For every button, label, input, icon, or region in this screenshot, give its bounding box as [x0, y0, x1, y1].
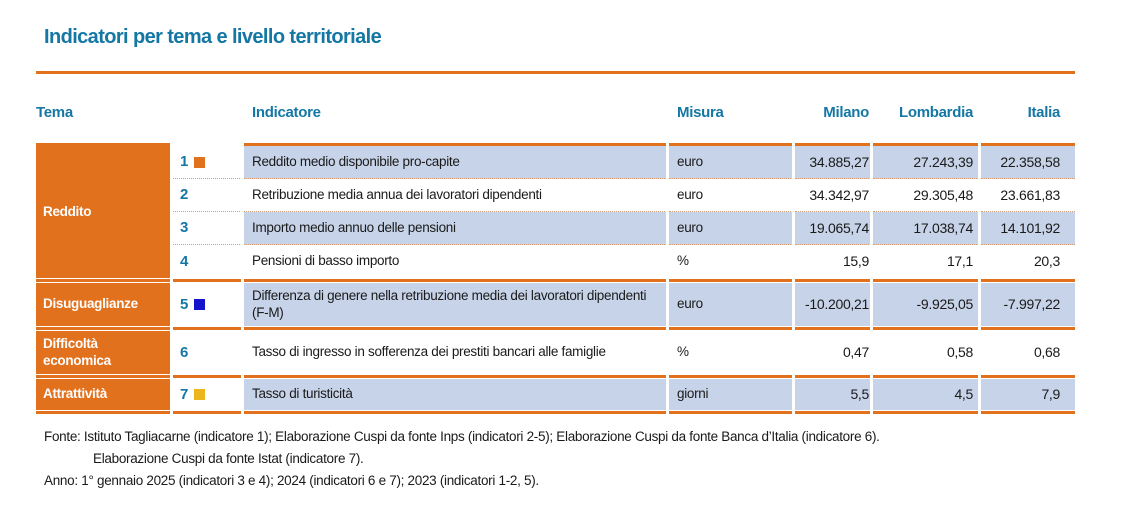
group-separator-line	[36, 374, 1075, 379]
measure-cell: euro	[669, 283, 795, 326]
column-header-italia: Italia	[1027, 103, 1061, 121]
indicator-name-cell: Reddito medio disponibile pro-capite	[244, 146, 669, 179]
value-milano: -10.200,21	[795, 283, 873, 326]
indicator-marker	[194, 299, 206, 310]
theme-group: Reddito 1 Reddito medio disponibile pro-ca…	[36, 146, 1075, 278]
indicator-number: 1	[173, 146, 244, 179]
theme-cell: Disuguaglianze	[36, 283, 173, 326]
indicators-table: Reddito 1 Reddito medio disponibile pro-ca…	[36, 143, 1075, 414]
value-lombardia: -9.925,05	[873, 283, 981, 326]
value-italia: 0,68	[981, 331, 1075, 374]
indicator-name-cell: Tasso di turisticità	[244, 379, 669, 410]
measure-cell: euro	[669, 179, 795, 212]
indicator-number: 6	[173, 331, 244, 374]
indicator-number: 2	[173, 179, 244, 212]
table-bottom-border	[36, 410, 1075, 414]
value-italia: 22.358,58	[981, 146, 1075, 179]
table-top-border-segment	[36, 143, 170, 146]
measure-cell: euro	[669, 212, 795, 245]
value-italia: 20,3	[981, 245, 1075, 278]
value-milano: 0,47	[795, 331, 873, 374]
column-gutter	[170, 143, 173, 414]
value-italia: 7,9	[981, 379, 1075, 410]
indicator-name-cell: Differenza di genere nella retribuzione …	[244, 283, 669, 326]
column-gutter	[241, 143, 244, 414]
value-milano: 15,9	[795, 245, 873, 278]
theme-cell: Difficoltà economica	[36, 331, 173, 374]
column-gutter	[666, 143, 669, 414]
measure-cell: %	[669, 245, 795, 278]
group-separator-line	[36, 326, 1075, 331]
indicator-number: 4	[173, 245, 244, 278]
theme-group: Disuguaglianze 5 Differenza di genere nell…	[36, 283, 1075, 326]
value-lombardia: 0,58	[873, 331, 981, 374]
indicator-name-cell: Tasso di ingresso in sofferenza dei pres…	[244, 331, 669, 374]
column-header-milano: Milano	[823, 103, 869, 121]
measure-cell: %	[669, 331, 795, 374]
theme-cell: Reddito	[36, 146, 173, 278]
table-top-border	[36, 143, 1075, 146]
value-lombardia: 17.038,74	[873, 212, 981, 245]
value-italia: -7.997,22	[981, 283, 1075, 326]
indicator-marker	[194, 156, 206, 168]
value-milano: 19.065,74	[795, 212, 873, 245]
value-italia: 14.101,92	[981, 212, 1075, 245]
theme-cell: Attrattività	[36, 379, 173, 410]
page-title: Indicatori per tema e livello territoria…	[44, 26, 382, 48]
group-separator-line	[36, 278, 1075, 283]
column-gutter	[792, 143, 795, 414]
measure-cell: euro	[669, 146, 795, 179]
indicator-number: 3	[173, 212, 244, 245]
column-header-misura: Misura	[677, 103, 724, 121]
column-header-indicatore: Indicatore	[252, 103, 321, 121]
indicator-marker	[194, 389, 206, 400]
indicator-name-cell: Importo medio annuo delle pensioni	[244, 212, 669, 245]
year-note: Anno: 1° gennaio 2025 (indicatori 3 e 4)…	[44, 473, 539, 488]
value-lombardia: 29.305,48	[873, 179, 981, 212]
value-milano: 34.342,97	[795, 179, 873, 212]
column-gutter	[978, 143, 981, 414]
value-milano: 34.885,27	[795, 146, 873, 179]
value-italia: 23.661,83	[981, 179, 1075, 212]
indicator-name-cell: Retribuzione media annua dei lavoratori …	[244, 179, 669, 212]
value-milano: 5,5	[795, 379, 873, 410]
source-note-line1: Fonte: Istituto Tagliacarne (indicatore …	[44, 429, 880, 444]
title-divider-line	[36, 71, 1075, 74]
indicator-number: 7	[173, 379, 244, 410]
indicator-name-cell: Pensioni di basso importo	[244, 245, 669, 278]
source-note-line2: Elaborazione Cuspi da fonte Istat (indic…	[93, 451, 364, 466]
table-header-row: Tema Indicatore Misura Milano Lombardia …	[36, 98, 1075, 126]
measure-cell: giorni	[669, 379, 795, 410]
column-gutter	[870, 143, 873, 414]
table-footnotes: Fonte: Istituto Tagliacarne (indicatore …	[44, 426, 1104, 492]
value-lombardia: 4,5	[873, 379, 981, 410]
indicator-number: 5	[173, 283, 244, 326]
value-lombardia: 17,1	[873, 245, 981, 278]
column-header-tema: Tema	[36, 103, 73, 121]
value-lombardia: 27.243,39	[873, 146, 981, 179]
table-top-border-segment	[244, 143, 1075, 146]
theme-group: Difficoltà economica 6 Tasso di ingresso i…	[36, 331, 1075, 374]
column-header-lombardia: Lombardia	[899, 103, 973, 121]
theme-group: Attrattività 7 Tasso di turisticità giorni 5…	[36, 379, 1075, 410]
